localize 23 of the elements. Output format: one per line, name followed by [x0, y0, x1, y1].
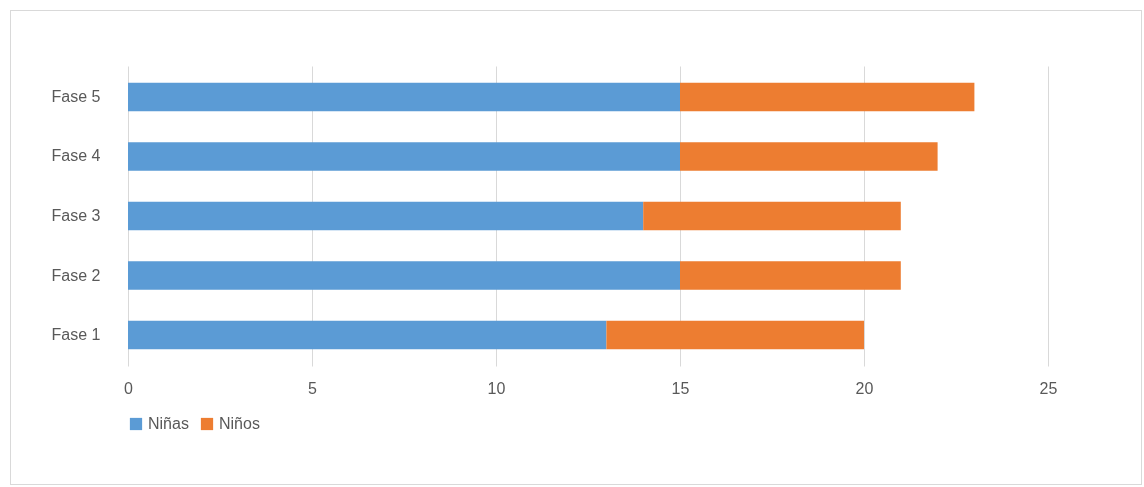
x-tick-label: 0 — [124, 379, 134, 397]
y-tick-label: Fase 3 — [51, 207, 101, 224]
y-tick-label: Fase 1 — [51, 326, 101, 344]
bar — [680, 142, 938, 171]
x-tick-label: 15 — [671, 379, 690, 397]
bar — [128, 201, 644, 231]
y-tick-label: Fase 5 — [51, 87, 101, 105]
y-tick-label: Fase 2 — [51, 266, 101, 284]
bar — [128, 142, 680, 171]
y-tick-label: Fase 4 — [51, 147, 101, 165]
bar — [128, 261, 680, 290]
legend-label: Niños — [219, 415, 260, 432]
bar — [680, 261, 901, 290]
bar — [128, 320, 607, 350]
legend-label: Niñas — [148, 415, 189, 432]
bar — [606, 320, 864, 350]
bar — [680, 82, 975, 112]
x-tick-label: 5 — [308, 379, 318, 397]
x-tick-label: 25 — [1039, 379, 1058, 397]
x-tick-label: 10 — [487, 379, 506, 397]
bar — [128, 82, 680, 112]
x-tick-label: 20 — [855, 379, 874, 397]
bar — [643, 201, 901, 231]
